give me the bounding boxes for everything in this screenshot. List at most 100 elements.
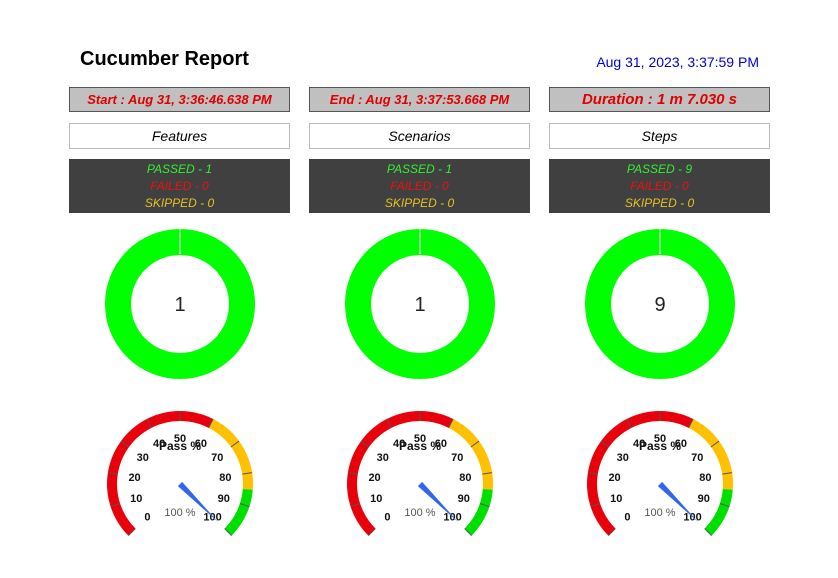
steps-gauge-title: Pass % (639, 439, 681, 453)
steps-gauge-tick-label: 40 (633, 438, 645, 450)
scenarios-gauge-tick-label: 60 (435, 438, 447, 450)
features-gauge-tick-0 (128, 528, 136, 536)
scenarios-failed: FAILED - 0 (390, 179, 449, 193)
features-gauge-tick-label: 10 (130, 493, 142, 505)
end-time-box: End : Aug 31, 3:37:53.668 PM (309, 87, 530, 112)
scenarios-gauge-band-1 (448, 418, 493, 490)
features-gauge-band-2 (224, 488, 253, 536)
features-gauge-tick-label: 20 (128, 472, 140, 484)
steps-doughnut-chart[interactable]: 9 (585, 229, 735, 379)
scenarios-gauge-tick-10 (350, 502, 361, 508)
scenarios-gauge-tick-90 (479, 502, 490, 508)
features-skipped: SKIPPED - 0 (144, 196, 215, 210)
scenarios-gauge-tick-label: 0 (384, 512, 390, 524)
features-gauge-title: Pass % (159, 439, 201, 453)
scenarios-skipped: SKIPPED - 0 (384, 196, 455, 210)
scenarios-gauge-tick-0 (368, 528, 376, 536)
scenarios-gauge-tick-label: 100 (443, 512, 461, 524)
features-gauge-tick-label: 40 (153, 438, 165, 450)
scenarios-column: End : Aug 31, 3:37:53.668 PM Scenarios P… (309, 87, 530, 213)
scenarios-gauge-tick-20 (347, 472, 358, 475)
features-gauge-tick-label: 0 (144, 512, 150, 524)
steps-gauge-tick-label: 10 (610, 493, 622, 505)
scenarios-gauge-tick-label: 70 (451, 452, 463, 464)
scenarios-gauge-tick-label: 10 (370, 493, 382, 505)
steps-gauge-value-label: 100 % (644, 507, 675, 519)
scenarios-gauge-tick-30 (360, 440, 370, 448)
scenarios-gauge-title: Pass % (399, 439, 441, 453)
features-gauge-tick-30 (120, 440, 130, 448)
scenarios-gauge-tick-40 (386, 418, 392, 429)
steps-stats: PASSED - 9 FAILED - 0 SKIPPED - 0 (549, 159, 770, 213)
scenarios-gauge-tick-label: 80 (459, 472, 471, 484)
features-gauge-tick-label: 50 (174, 433, 186, 445)
steps-gauge-tick-label: 20 (608, 472, 620, 484)
scenarios-gauge-tick-label: 30 (377, 452, 389, 464)
features-gauge-tick-label: 70 (211, 452, 223, 464)
scenarios-gauge-tick-label: 50 (414, 433, 426, 445)
features-gauge-tick-label: 30 (137, 452, 149, 464)
steps-gauge-tick-60 (688, 418, 694, 429)
features-gauge-tick-20 (107, 472, 118, 475)
report-title: Cucumber Report (80, 48, 249, 70)
steps-gauge-tick-20 (587, 472, 598, 475)
features-gauge-tick-60 (208, 418, 214, 429)
features-failed: FAILED - 0 (150, 179, 209, 193)
steps-gauge-tick-label: 90 (698, 493, 710, 505)
scenarios-gauge-tick-80 (482, 472, 493, 475)
features-stats: PASSED - 1 FAILED - 0 SKIPPED - 0 (69, 159, 290, 213)
features-gauge-band-0 (107, 411, 214, 536)
steps-gauge-tick-80 (722, 472, 733, 475)
features-gauge-value-label: 100 % (164, 507, 195, 519)
scenarios-pass-gauge: 010 20 30 40 50 60 70 80 90 100 Pass % 100 % (347, 411, 493, 536)
steps-gauge-tick-label: 60 (675, 438, 687, 450)
scenarios-passed: PASSED - 1 (386, 162, 453, 176)
steps-gauge-tick-30 (600, 440, 610, 448)
features-doughnut-center-label: 1 (174, 294, 185, 316)
steps-gauge-tick-label: 0 (624, 512, 630, 524)
features-gauge-tick-label: 80 (219, 472, 231, 484)
features-gauge-tick-10 (110, 502, 121, 508)
scenarios-gauge-tick-70 (470, 440, 480, 448)
scenarios-doughnut-chart[interactable]: 1 (345, 229, 495, 379)
scenarios-stats: PASSED - 1 FAILED - 0 SKIPPED - 0 (309, 159, 530, 213)
steps-gauge-tick-70 (710, 440, 720, 448)
duration-box: Duration : 1 m 7.030 s (549, 87, 770, 112)
features-passed: PASSED - 1 (146, 162, 213, 176)
steps-gauge-tick-label: 80 (699, 472, 711, 484)
steps-gauge-tick-0 (608, 528, 616, 536)
steps-gauge-band-0 (587, 411, 694, 536)
features-gauge-tick-70 (230, 440, 240, 448)
features-gauge-tick-label: 90 (218, 493, 230, 505)
steps-header: Steps (549, 123, 770, 149)
features-gauge-tick-80 (242, 472, 253, 475)
scenarios-doughnut-center-label: 1 (414, 294, 425, 316)
features-doughnut-chart[interactable]: 1 (105, 229, 255, 379)
steps-skipped: SKIPPED - 0 (624, 196, 695, 210)
scenarios-gauge-tick-label: 90 (458, 493, 470, 505)
features-gauge-tick-40 (146, 418, 152, 429)
steps-gauge-band-2 (704, 488, 733, 536)
steps-pass-gauge: 010 20 30 40 50 60 70 80 90 100 Pass % 100 % (587, 411, 733, 536)
steps-gauge-needle (657, 481, 699, 523)
steps-gauge-tick-90 (719, 502, 730, 508)
steps-passed: PASSED - 9 (626, 162, 693, 176)
start-time-box: Start : Aug 31, 3:36:46.638 PM (69, 87, 290, 112)
steps-gauge-tick-40 (626, 418, 632, 429)
scenarios-gauge-band-2 (464, 488, 493, 536)
scenarios-gauge-value-label: 100 % (404, 507, 435, 519)
scenarios-gauge-tick-100 (464, 528, 472, 536)
features-gauge-tick-90 (239, 502, 250, 508)
features-column: Start : Aug 31, 3:36:46.638 PM Features … (69, 87, 290, 213)
features-gauge-needle (177, 481, 219, 523)
steps-gauge-tick-label: 70 (691, 452, 703, 464)
features-gauge-tick-label: 100 (203, 512, 221, 524)
scenarios-gauge-tick-60 (448, 418, 454, 429)
steps-gauge-tick-label: 30 (617, 452, 629, 464)
steps-column: Duration : 1 m 7.030 s Steps PASSED - 9 … (549, 87, 770, 213)
features-gauge-tick-label: 60 (195, 438, 207, 450)
steps-gauge-tick-label: 100 (683, 512, 701, 524)
steps-gauge-band-1 (688, 418, 733, 490)
scenarios-gauge-tick-label: 20 (368, 472, 380, 484)
scenarios-gauge-band-0 (347, 411, 454, 536)
